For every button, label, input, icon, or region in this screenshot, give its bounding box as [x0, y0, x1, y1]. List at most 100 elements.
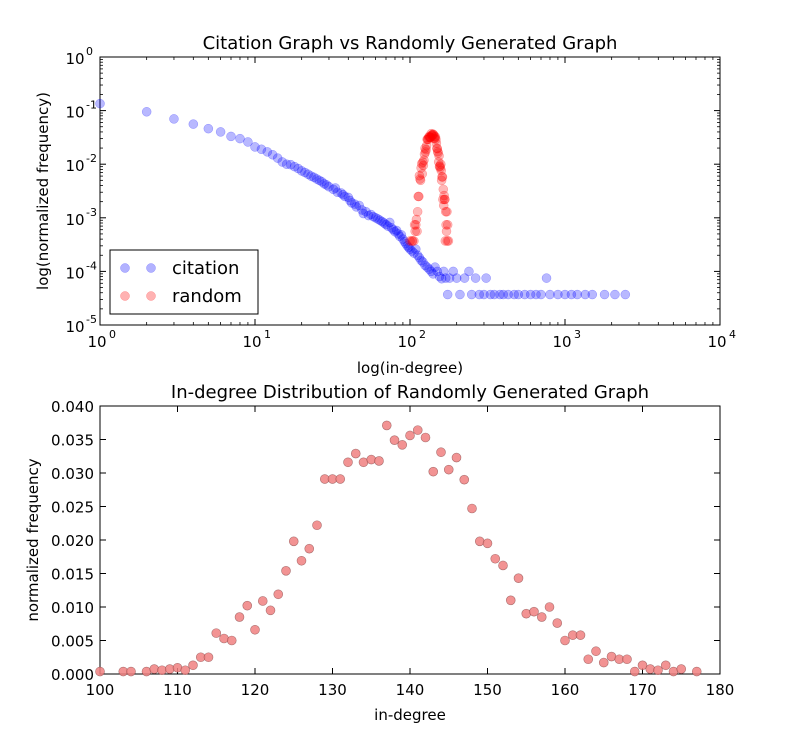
citation-point	[420, 260, 430, 271]
citation-point	[343, 192, 354, 203]
citation-point	[426, 266, 436, 277]
random-point	[288, 536, 299, 547]
citation-point	[393, 229, 404, 239]
y-tick-exponent: -2	[86, 152, 97, 165]
citation-point	[520, 289, 530, 300]
chart-title: Citation Graph vs Randomly Generated Gra…	[203, 33, 618, 54]
x-tick-exponent: 4	[729, 328, 736, 341]
random-point	[432, 143, 443, 154]
citation-point	[390, 226, 400, 237]
random-point	[417, 169, 428, 179]
random-point	[437, 172, 447, 182]
random-point	[419, 149, 430, 159]
x-tick-label: 10	[707, 333, 726, 351]
chart-citation-vs-random: Citation Graph vs Randomly Generated Gra…	[34, 33, 736, 377]
random-point	[423, 132, 434, 143]
random-point	[95, 666, 105, 677]
citation-point	[379, 218, 389, 228]
x-axis-label: log(in-degree)	[357, 359, 463, 377]
citation-point	[531, 289, 541, 300]
random-point	[428, 129, 438, 139]
citation-point	[418, 257, 428, 267]
random-point	[257, 596, 268, 606]
citation-point	[403, 242, 414, 253]
random-point	[226, 635, 237, 646]
random-point	[381, 420, 392, 431]
random-point	[405, 430, 415, 441]
citation-point	[566, 289, 577, 300]
x-tick-label: 100	[86, 681, 115, 699]
y-tick-label: 10	[65, 264, 84, 282]
x-tick-exponent: 3	[574, 328, 581, 341]
citation-point	[345, 195, 355, 206]
citation-point	[363, 210, 374, 221]
random-point	[427, 130, 437, 141]
citation-point	[203, 123, 214, 134]
random-point	[622, 654, 632, 665]
citation-point	[250, 142, 260, 152]
random-point	[296, 555, 307, 566]
random-series	[405, 128, 454, 246]
random-point	[425, 132, 435, 142]
random-point	[430, 132, 441, 142]
random-point	[389, 435, 400, 445]
citation-point	[553, 289, 563, 300]
random-point	[436, 165, 446, 176]
x-tick-label: 160	[551, 681, 580, 699]
random-point	[552, 618, 563, 628]
citation-point	[395, 231, 405, 242]
citation-point	[513, 289, 524, 300]
citation-point	[440, 273, 451, 283]
citation-point	[509, 289, 519, 300]
citation-point	[300, 167, 310, 178]
random-point	[467, 503, 477, 514]
random-point	[424, 131, 434, 142]
citation-point	[361, 206, 371, 217]
citation-point	[321, 180, 332, 190]
random-point	[411, 214, 422, 225]
random-point	[438, 200, 449, 211]
citation-point	[407, 246, 417, 256]
random-point	[575, 630, 586, 640]
random-point	[335, 474, 346, 484]
random-point	[409, 236, 419, 246]
citation-point	[489, 289, 500, 300]
x-tick-label: 120	[241, 681, 270, 699]
y-tick-exponent: 0	[86, 45, 93, 58]
citation-point	[272, 153, 283, 163]
citation-series	[95, 98, 631, 300]
x-tick-label: 130	[318, 681, 347, 699]
citation-point	[169, 114, 179, 124]
citation-point	[311, 174, 322, 184]
random-point	[441, 220, 451, 230]
x-tick-exponent: 2	[419, 328, 426, 341]
random-point	[438, 194, 448, 205]
citation-point	[428, 269, 438, 279]
random-point	[242, 600, 253, 611]
random-point	[560, 635, 570, 646]
random-point	[436, 175, 447, 186]
citation-point	[336, 188, 346, 198]
random-point	[505, 595, 516, 606]
citation-point	[396, 230, 407, 240]
citation-point	[405, 244, 415, 254]
citation-point	[424, 264, 434, 274]
random-point	[418, 160, 429, 171]
citation-point	[235, 133, 245, 144]
random-point	[420, 432, 431, 443]
citation-point	[580, 289, 590, 300]
citation-point	[479, 289, 489, 300]
random-point	[436, 159, 446, 169]
citation-point	[319, 179, 330, 189]
random-point	[429, 131, 440, 142]
random-point	[411, 220, 421, 230]
random-point	[438, 184, 449, 195]
y-tick-label: 10	[65, 211, 84, 229]
citation-point	[481, 273, 491, 283]
x-tick-label: 150	[473, 681, 502, 699]
random-point	[420, 147, 431, 157]
random-point	[440, 236, 451, 246]
citation-point	[438, 266, 449, 277]
legend-box	[109, 249, 259, 315]
random-point	[265, 605, 276, 616]
